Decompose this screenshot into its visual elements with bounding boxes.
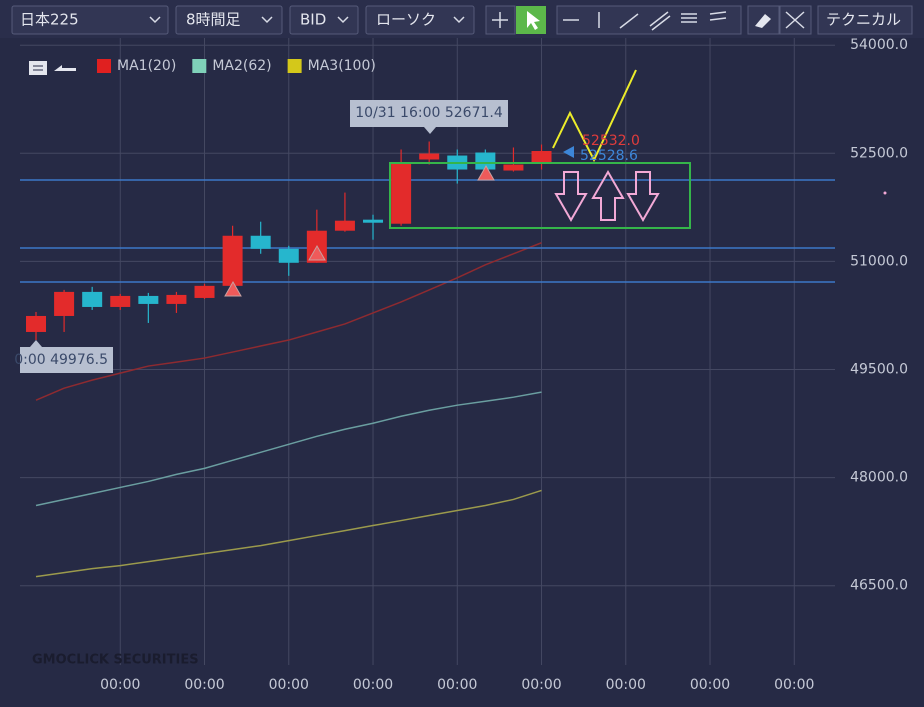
x-tick-label: 00:00 [269, 677, 309, 693]
style-text: ローソク [376, 11, 436, 29]
candle-body [250, 235, 271, 249]
plot: 46500.0 48000.0 49500.0 51000.0 52500.0 54000… [20, 37, 908, 693]
candle-body [222, 235, 243, 286]
candle-body [26, 315, 47, 332]
legend-label: MA2(62) [212, 58, 271, 74]
y-tick-label: 54000.0 [850, 37, 908, 53]
legend-swatch [192, 59, 207, 73]
technical-button[interactable]: テクニカル [817, 5, 913, 35]
drawn-arrows [554, 169, 660, 223]
legend-icons [29, 61, 76, 75]
dot [883, 191, 887, 195]
candle-body [503, 164, 524, 171]
crosshair-button[interactable] [485, 5, 516, 35]
tooltip-text: 10/31 16:00 52671.4 [355, 105, 503, 121]
cursor-button[interactable] [516, 6, 546, 34]
low-label-text: 0:00 49976.5 [14, 352, 108, 368]
bid-price-label: 52532.0 [582, 133, 640, 149]
candle-body [110, 295, 131, 307]
candle-body [278, 248, 299, 263]
candle-body [166, 294, 187, 304]
legend-swatch [97, 59, 111, 73]
eraser-button[interactable] [747, 5, 780, 35]
ma-line [35, 391, 542, 507]
x-tick-label: 00:00 [690, 677, 730, 693]
candle-body [419, 153, 440, 160]
x-tick-label: 00:00 [774, 677, 814, 693]
candle-body [194, 285, 215, 298]
interval-text: 8時間足 [186, 11, 241, 29]
candle-body [391, 162, 412, 224]
y-tick-label: 48000.0 [850, 470, 908, 486]
y-tick-label: 51000.0 [850, 253, 908, 269]
interval-select[interactable]: 8時間足 [175, 5, 283, 35]
price-type-select[interactable]: BID [289, 5, 359, 35]
x-tick-label: 00:00 [100, 677, 140, 693]
technical-text: テクニカル [826, 11, 901, 29]
x-tick-label: 00:00 [606, 677, 646, 693]
candle-body [531, 151, 552, 164]
drawn-rect [389, 162, 691, 229]
style-select[interactable]: ローソク [365, 5, 475, 35]
drawn-zigzag [552, 69, 637, 163]
price-type-text: BID [300, 11, 326, 29]
x-tick-label: 00:00 [437, 677, 477, 693]
low-label: 0:00 49976.5 [14, 340, 113, 373]
tooltip: 10/31 16:00 52671.4 [350, 100, 508, 134]
y-tick-label: 46500.0 [850, 578, 908, 594]
legend-label: MA3(100) [308, 58, 376, 74]
candle-body [138, 295, 159, 304]
erase-all-button[interactable] [779, 5, 812, 35]
legend-label: MA1(20) [117, 58, 176, 74]
symbol-select[interactable]: 日本225 [11, 5, 169, 35]
legend-swatch [287, 59, 302, 73]
y-tick-label: 52500.0 [850, 145, 908, 161]
legend: MA1(20) MA2(62) MA3(100) [97, 58, 376, 74]
candle-body [82, 291, 103, 307]
x-tick-label: 00:00 [353, 677, 393, 693]
y-tick-label: 49500.0 [850, 362, 908, 378]
candle-body [475, 152, 496, 170]
price-marker [563, 146, 574, 158]
ma-price-label: 52528.6 [580, 148, 638, 164]
ma-line [35, 489, 542, 578]
ma-line [35, 242, 542, 401]
candle-body [334, 220, 355, 231]
symbol-text: 日本225 [20, 11, 79, 29]
x-tick-label: 00:00 [521, 677, 561, 693]
signals [224, 164, 495, 297]
candle-body [363, 219, 384, 223]
candle-body [54, 291, 75, 316]
x-tick-label: 00:00 [184, 677, 224, 693]
candles [26, 141, 552, 341]
watermark: GMOCLICK SECURITIES [32, 653, 199, 668]
draw-tools[interactable] [556, 5, 742, 35]
